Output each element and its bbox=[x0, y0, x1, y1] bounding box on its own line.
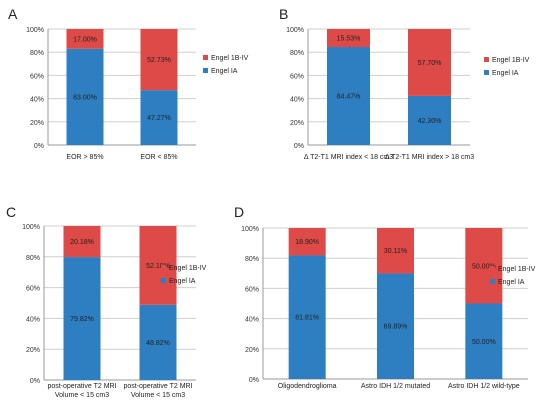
y-tick-label: 80% bbox=[290, 50, 304, 57]
panel-label: A bbox=[8, 6, 18, 22]
y-tick-label: 0% bbox=[249, 377, 259, 384]
y-tick-label: 60% bbox=[26, 286, 40, 293]
y-tick-label: 100% bbox=[22, 224, 40, 231]
category-label: post-operative T2 MRI bbox=[47, 383, 116, 390]
bar-segment bbox=[408, 95, 451, 145]
data-label: 48.82% bbox=[146, 340, 170, 347]
y-tick-label: 0% bbox=[30, 378, 40, 385]
y-tick-label: 20% bbox=[245, 347, 259, 354]
data-label: 30.11% bbox=[384, 248, 407, 255]
legend-swatch bbox=[161, 265, 166, 270]
data-label: 81.81% bbox=[295, 315, 319, 322]
category-label: EOR < 85% bbox=[140, 154, 177, 161]
y-tick-label: 60% bbox=[245, 286, 259, 293]
y-tick-label: 0% bbox=[34, 143, 44, 150]
category-label: Astro IDH 1/2 mutated bbox=[361, 383, 430, 390]
bar-segment bbox=[327, 29, 370, 48]
bar-segment bbox=[140, 90, 178, 145]
legend-swatch bbox=[484, 70, 489, 75]
legend-label: Engel IA bbox=[169, 278, 196, 285]
data-label: 52.18% bbox=[146, 263, 170, 270]
bar-segment bbox=[66, 29, 104, 49]
legend-swatch bbox=[203, 68, 208, 73]
bar-segment bbox=[377, 228, 414, 274]
data-label: 84.47% bbox=[337, 94, 361, 101]
data-label: 69.89% bbox=[384, 324, 408, 331]
y-tick-label: 40% bbox=[290, 97, 304, 104]
y-tick-label: 20% bbox=[26, 347, 40, 354]
data-label: 15.53% bbox=[337, 36, 361, 43]
y-tick-label: 20% bbox=[290, 120, 304, 127]
category-label: EOR > 85% bbox=[66, 154, 103, 161]
y-tick-label: 40% bbox=[26, 316, 40, 323]
category-label: Δ T2-T1 MRI index > 18 cm3 bbox=[385, 154, 474, 161]
legend-label: Engel IA bbox=[211, 68, 238, 75]
category-label: Oligodendroglioma bbox=[278, 383, 337, 390]
data-label: 57.70% bbox=[418, 60, 442, 67]
bar-segment bbox=[288, 228, 326, 256]
chart-d-svg: 0% 20% 40% 60% 80% 100% 81.81% 18.90% Oligodendr… bbox=[241, 226, 536, 390]
y-tick-label: 80% bbox=[245, 256, 259, 263]
data-label: 47.27% bbox=[147, 115, 171, 122]
bar-segment bbox=[465, 303, 503, 379]
data-label: 79.82% bbox=[70, 316, 94, 323]
bar-segment bbox=[139, 226, 177, 305]
bar-segment bbox=[140, 29, 178, 91]
y-tick-label: 100% bbox=[241, 226, 259, 233]
y-tick-label: 100% bbox=[26, 27, 44, 34]
data-label: 42.30% bbox=[418, 118, 442, 125]
legend-label: Engel IA bbox=[492, 70, 519, 77]
legend-label: Engel IA bbox=[498, 279, 525, 286]
chart-b-svg: 0% 20% 40% 60% 80% 100% 84.47% 15.53% Δ T2-T1 MR… bbox=[286, 27, 530, 161]
category-label: Volume < 15 cm3 bbox=[55, 392, 109, 399]
y-tick-label: 40% bbox=[30, 97, 44, 104]
bar-segment bbox=[139, 304, 177, 380]
legend-swatch bbox=[490, 266, 495, 271]
bar-segment bbox=[408, 29, 451, 96]
legend-swatch bbox=[490, 279, 495, 284]
y-tick-label: 20% bbox=[30, 120, 44, 127]
bar-segment bbox=[288, 255, 326, 379]
panel-label: B bbox=[279, 6, 289, 22]
category-label: Volume < 15 cm3 bbox=[131, 392, 185, 399]
category-label: Δ T2-T1 MRI index < 18 cm3 bbox=[304, 154, 393, 161]
panel-label: C bbox=[6, 204, 17, 220]
bar-segment bbox=[377, 273, 414, 379]
chart-a-svg: 0% 20% 40% 60% 80% 100% 83.00% 17.00% EOR > 85% 4… bbox=[26, 27, 249, 161]
y-tick-label: 40% bbox=[245, 317, 259, 324]
legend-label: Engel 1B-IV bbox=[498, 266, 536, 273]
legend-swatch bbox=[203, 55, 208, 60]
category-label: Astro IDH 1/2 wild-type bbox=[448, 383, 520, 390]
legend-label: Engel 1B-IV bbox=[169, 265, 207, 272]
data-label: 17.00% bbox=[73, 36, 97, 43]
chart-panel-b: B 0% 20% 40% 60% 80% 100% 84.47% 15.53% Δ T2-T1 … bbox=[275, 0, 550, 200]
category-label: post-operative T2 MRI bbox=[123, 383, 192, 390]
data-label: 50.00% bbox=[472, 339, 496, 346]
data-label: 18.90% bbox=[295, 239, 319, 246]
chart-c-svg: 0% 20% 40% 60% 80% 100% 79.82% 20.18% post-opera… bbox=[22, 224, 207, 399]
legend-label: Engel 1B-IV bbox=[211, 55, 249, 62]
chart-panel-a: A 0% 20% 40% 60% 80% 100% 83.00% 17.00% EOR > 85… bbox=[0, 0, 275, 200]
y-tick-label: 80% bbox=[30, 50, 44, 57]
chart-panel-d: D 0% 20% 40% 60% 80% 100% 81.81% 18.90% Oligoden… bbox=[230, 200, 550, 407]
legend-swatch bbox=[484, 57, 489, 62]
bar-segment bbox=[66, 48, 104, 145]
panel-label: D bbox=[234, 204, 245, 220]
y-tick-label: 60% bbox=[290, 73, 304, 80]
data-label: 50.00% bbox=[472, 263, 496, 270]
legend-label: Engel 1B-IV bbox=[492, 57, 530, 64]
legend-swatch bbox=[161, 278, 166, 283]
y-tick-label: 100% bbox=[286, 27, 304, 34]
chart-panel-c: C 0% 20% 40% 60% 80% 100% 79.82% 20.18% post-ope… bbox=[0, 200, 230, 407]
data-label: 20.18% bbox=[70, 239, 94, 246]
y-tick-label: 60% bbox=[30, 73, 44, 80]
bar-segment bbox=[327, 47, 370, 145]
bar-segment bbox=[465, 228, 503, 304]
bar-segment bbox=[63, 257, 101, 380]
y-tick-label: 80% bbox=[26, 255, 40, 262]
bar-segment bbox=[63, 226, 101, 258]
y-tick-label: 0% bbox=[294, 143, 304, 150]
data-label: 52.73% bbox=[147, 57, 171, 64]
data-label: 83.00% bbox=[73, 94, 97, 101]
